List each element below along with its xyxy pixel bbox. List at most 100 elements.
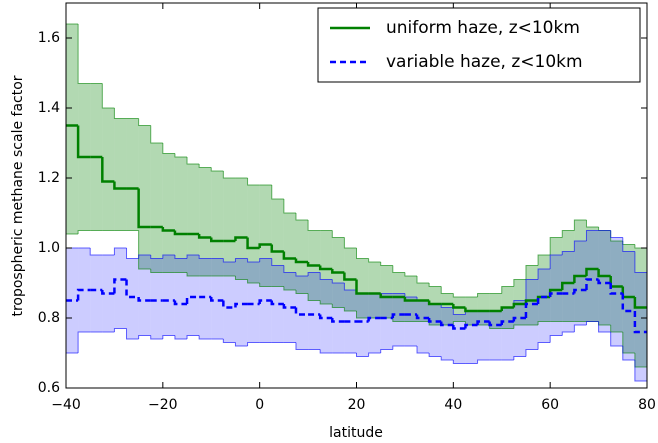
step-line (415, 314, 430, 320)
band-edge (513, 279, 526, 287)
uncertainty-band (283, 213, 296, 290)
band-edge (283, 199, 296, 214)
band-edge (561, 230, 575, 238)
x-tick-label: 40 (444, 397, 462, 413)
x-tick-label: 0 (255, 397, 264, 413)
band-edge (537, 342, 551, 350)
y-tick-label: 0.8 (38, 310, 60, 326)
band-edge (198, 335, 212, 340)
step-line (331, 318, 345, 323)
step-line (76, 125, 91, 159)
uncertainty-band (320, 230, 333, 304)
step-line (173, 300, 188, 306)
band-edge (162, 143, 175, 154)
y-tick-label: 1.2 (38, 170, 60, 186)
band-edge (138, 254, 151, 259)
step-line (439, 321, 454, 327)
band-edge (259, 258, 272, 262)
step-line (282, 251, 296, 260)
uncertainty-band (102, 255, 115, 332)
uncertainty-band (562, 251, 575, 332)
uncertainty-band (368, 262, 381, 318)
uncertainty-band (598, 230, 611, 325)
uncertainty-band (622, 244, 635, 353)
band-edge (501, 286, 514, 294)
band-edge (525, 279, 539, 301)
uncertainty-band (356, 258, 369, 318)
uncertainty-band (417, 300, 430, 353)
band-edge (356, 311, 369, 319)
step-line (633, 297, 647, 309)
band-edge (295, 342, 309, 350)
step-line (294, 258, 309, 264)
band-edge (356, 353, 369, 357)
band-edge (234, 276, 248, 280)
uncertainty-band (271, 265, 284, 343)
uncertainty-band (368, 293, 381, 353)
band-edge (549, 335, 563, 343)
uncertainty-band (586, 230, 599, 322)
band-edge (356, 248, 369, 259)
band-edge (549, 254, 563, 269)
step-line (524, 302, 539, 318)
uncertainty-band (162, 153, 175, 273)
x-tick-label: −20 (148, 397, 178, 413)
step-line (633, 311, 647, 334)
uncertainty-band (586, 227, 599, 322)
uncertainty-band (380, 293, 393, 350)
step-line (113, 181, 127, 190)
y-tick-label: 0.6 (38, 380, 60, 396)
uncertainty-band (187, 164, 200, 276)
band-edge (77, 331, 91, 353)
step-line (234, 302, 248, 308)
uncertainty-band (66, 248, 79, 353)
step-line (101, 290, 115, 295)
step-line (464, 323, 478, 329)
band-edge (271, 185, 284, 200)
uncertainty-band (259, 185, 272, 287)
band-edge (585, 230, 599, 241)
uncertainty-band (78, 248, 91, 332)
band-edge (247, 279, 260, 284)
y-axis-label: tropospheric methane scale factor (10, 75, 26, 316)
step-line (403, 297, 418, 302)
step-line (452, 304, 466, 309)
band-edge (174, 335, 188, 340)
uncertainty-band (247, 262, 260, 343)
band-edge (585, 220, 599, 228)
uncertainty-band (380, 265, 393, 318)
uncertainty-band (441, 307, 454, 360)
uncertainty-band (247, 185, 260, 283)
uncertainty-band (235, 178, 248, 280)
uncertainty-band (211, 171, 224, 276)
uncertainty-band (320, 279, 333, 353)
step-line (488, 321, 502, 327)
band-edge (174, 153, 188, 158)
step-line (210, 297, 224, 302)
step-line (318, 314, 333, 320)
step-line (125, 279, 139, 299)
band-edge (307, 293, 321, 301)
x-tick-label: 20 (348, 397, 366, 413)
plot-area (66, 23, 647, 382)
step-line (101, 157, 115, 183)
uncertainty-band (174, 258, 188, 339)
uncertainty-band (235, 258, 248, 346)
step-line (391, 313, 405, 318)
step-line (621, 293, 635, 313)
uncertainty-band (199, 167, 212, 276)
band-edge (537, 268, 551, 280)
legend-label: variable haze, z<10km (386, 52, 583, 72)
x-tick-label: 80 (638, 397, 656, 413)
band-edge (295, 290, 309, 294)
band-edge (113, 328, 127, 332)
step-line (476, 320, 490, 325)
band-edge (477, 293, 490, 297)
step-line (197, 234, 212, 239)
step-line (379, 293, 393, 299)
band-edge (101, 83, 115, 109)
band-edge (186, 254, 200, 259)
step-line (561, 281, 575, 290)
step-line (427, 318, 442, 323)
band-edge (549, 237, 563, 255)
